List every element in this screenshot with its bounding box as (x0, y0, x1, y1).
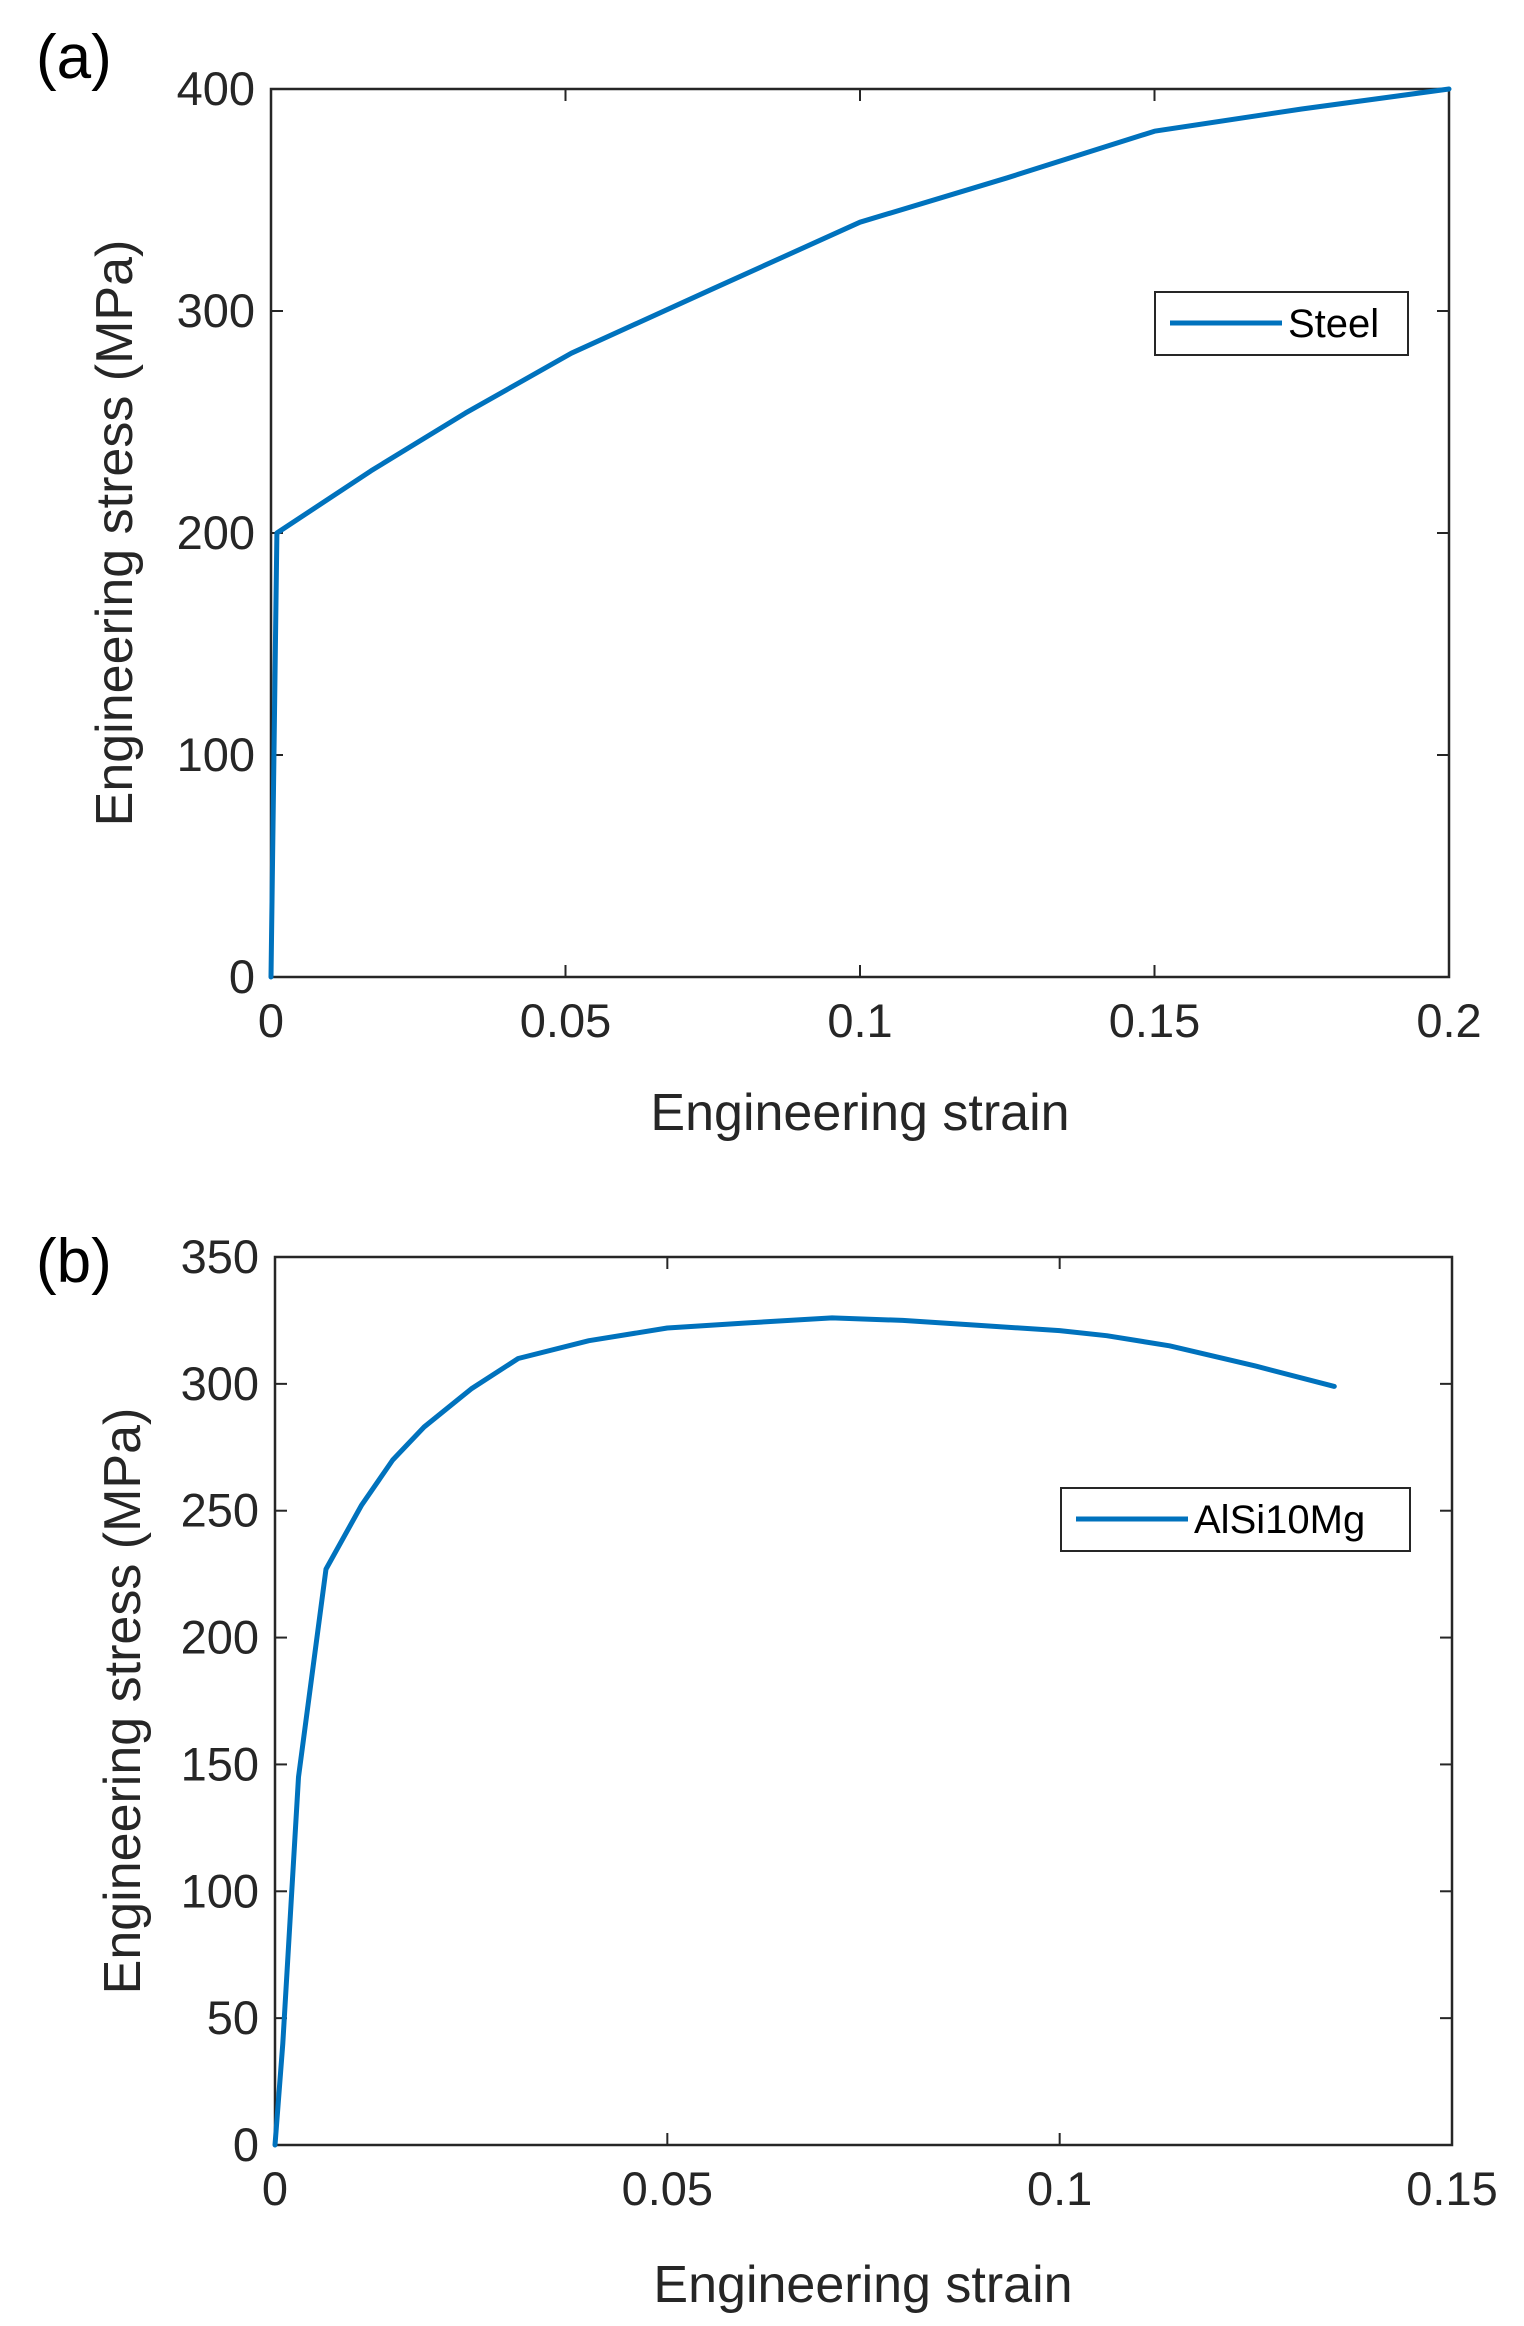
panel-a-xtick-label: 0 (258, 994, 284, 1047)
panel-b-y-axis-label: Engineering stress (MPa) (94, 1408, 152, 1995)
panel-a-x-tick-labels: 0 0.05 0.1 0.15 0.2 (258, 994, 1482, 1047)
panel-b-xtick-label: 0.15 (1406, 2162, 1497, 2215)
panel-b-series (272, 1315, 1337, 2148)
panel-a-steel: (a) 0 100 200 300 400 0 0.05 0.1 0.15 0.2 Engine… (36, 23, 1482, 1142)
panel-a-ytick-label: 200 (177, 506, 255, 559)
panel-a-x-axis-label: Engineering strain (650, 1084, 1069, 1142)
panel-a-xtick-label: 0.05 (520, 994, 611, 1047)
panel-b-ytick-label: 250 (181, 1484, 259, 1537)
panel-b-ytick-label: 150 (181, 1737, 259, 1790)
panel-a-series-line-steel (268, 86, 1452, 980)
panel-a-y-tick-labels: 0 100 200 300 400 (177, 62, 255, 1003)
panel-a-ytick-label: 300 (177, 284, 255, 337)
panel-b-xtick-label: 0.1 (1027, 2162, 1092, 2215)
panel-b-x-axis-label: Engineering strain (653, 2256, 1072, 2314)
panel-a-label: (a) (36, 23, 112, 92)
panel-b-ytick-label: 100 (181, 1864, 259, 1917)
panel-b-ytick-label: 0 (233, 2118, 259, 2171)
panel-b-ytick-label: 50 (207, 1991, 259, 2044)
panel-a-y-axis-label: Engineering stress (MPa) (86, 240, 144, 827)
panel-a-legend-steel: Steel (1288, 302, 1379, 346)
panel-b-axes-box (273, 1255, 1454, 2147)
panel-b-ytick-label: 200 (181, 1611, 259, 1664)
panel-b-series-line-alsi10mg (272, 1315, 1337, 2148)
panel-a-ytick-label: 400 (177, 62, 255, 115)
panel-b-alsi10mg: (b) 0 50 100 150 200 250 300 350 0 0.05 0.1 0.15 E… (36, 1227, 1498, 2314)
panel-b-xtick-label: 0 (262, 2162, 288, 2215)
panel-a-xtick-label: 0.15 (1109, 994, 1200, 1047)
panel-a-legend: Steel (1154, 291, 1409, 356)
panel-a-ytick-label: 0 (229, 950, 255, 1003)
panel-b-xtick-label: 0.05 (622, 2162, 713, 2215)
panel-a-axes-box (269, 87, 1451, 979)
panel-b-label: (b) (36, 1227, 112, 1296)
panel-a-xtick-label: 0.2 (1416, 994, 1481, 1047)
panel-b-y-tick-labels: 0 50 100 150 200 250 300 350 (181, 1230, 259, 2171)
panel-a-ytick-label: 100 (177, 728, 255, 781)
panel-b-legend: AlSi10Mg (1060, 1487, 1411, 1552)
panel-b-legend-alsi10mg: AlSi10Mg (1194, 1498, 1365, 1542)
panel-b-ytick-label: 350 (181, 1230, 259, 1283)
panel-b-ytick-label: 300 (181, 1357, 259, 1410)
panel-a-series (268, 86, 1452, 980)
panel-b-x-tick-labels: 0 0.05 0.1 0.15 (262, 2162, 1498, 2215)
panel-a-xtick-label: 0.1 (827, 994, 892, 1047)
